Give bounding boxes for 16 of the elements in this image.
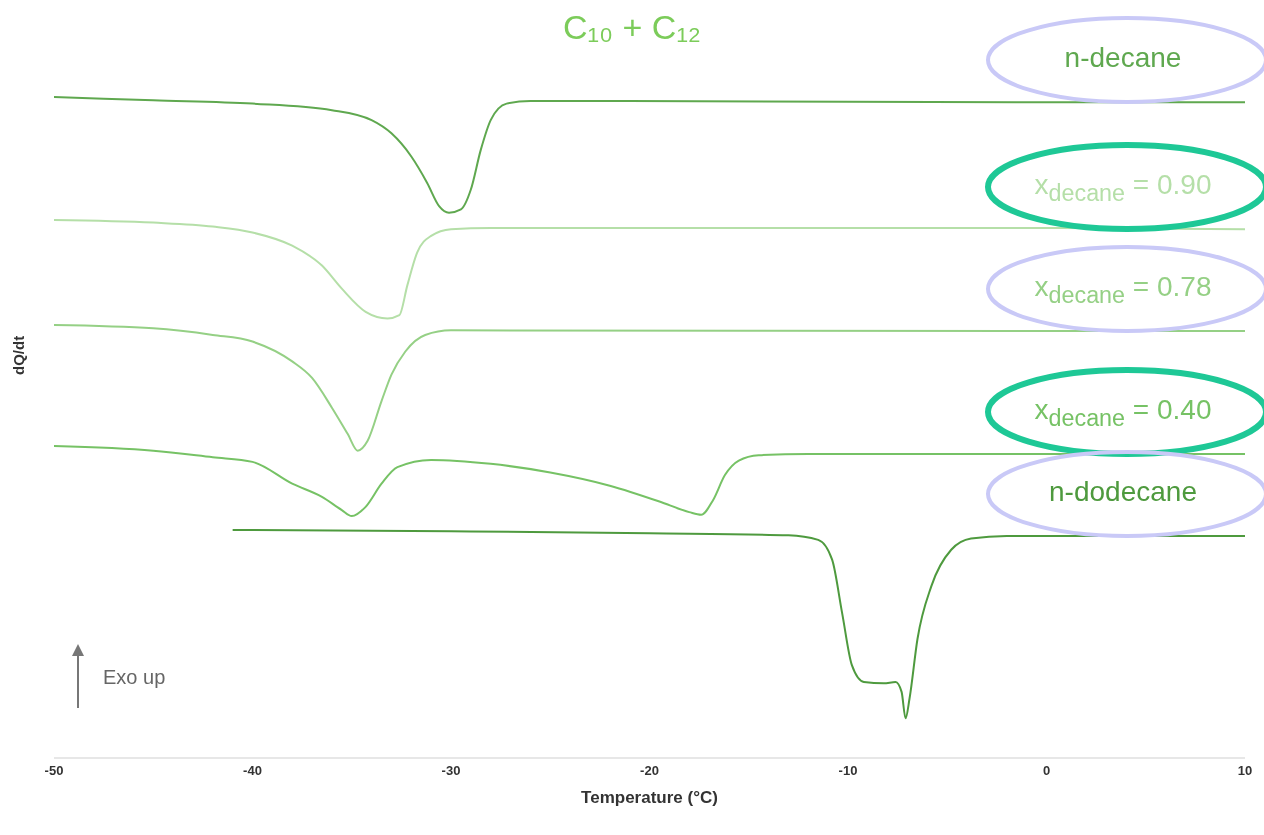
series-label: n-decane (1063, 42, 1183, 75)
series-label: x$_{decane}$ = 0.90 (1033, 169, 1213, 207)
chart-title: C₁₀ + C₁₂ (562, 8, 702, 46)
x-tick-label: -50 (44, 763, 64, 779)
annotation: Exo up (103, 666, 166, 689)
x-tick-label: 0 (1042, 763, 1051, 779)
series-label: x$_{decane}$ = 0.40 (1033, 393, 1213, 432)
x-tick-label: 10 (1237, 763, 1253, 779)
x-axis-title: Temperature (°C) (580, 788, 719, 808)
series-label: n-dodecane (1048, 475, 1198, 508)
series-label: x$_{decane}$ = 0.78 (1033, 270, 1213, 309)
x-tick-label: -30 (441, 763, 461, 779)
x-tick-label: -20 (640, 763, 659, 779)
y-axis-title: dQ/dt (10, 335, 27, 375)
x-tick-label: -10 (838, 763, 858, 779)
x-tick-label: -40 (243, 763, 262, 779)
